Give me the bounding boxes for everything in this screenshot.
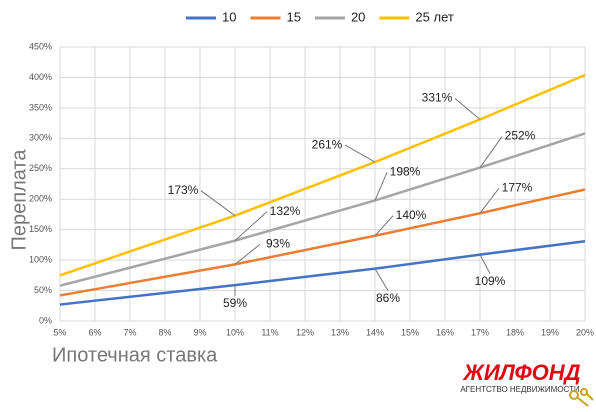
data-label: 252% (505, 129, 536, 143)
data-label: 86% (376, 291, 400, 305)
data-label: 173% (168, 183, 199, 197)
y-tick-label: 150% (29, 224, 52, 234)
x-tick-label: 7% (123, 327, 136, 337)
y-axis-title: Переплата (8, 149, 30, 251)
x-tick-label: 20% (576, 327, 594, 337)
series-line (59, 188, 586, 297)
legend-label: 25 лет (415, 9, 453, 24)
x-tick-label: 18% (506, 327, 524, 337)
leader-line (454, 98, 481, 120)
y-tick-label: 350% (29, 102, 52, 112)
y-tick-label: 450% (29, 41, 52, 51)
y-tick-label: 250% (29, 163, 52, 173)
x-tick-label: 9% (193, 327, 206, 337)
data-label: 140% (396, 208, 427, 222)
logo-name: ЖИЛФОНД (462, 360, 580, 385)
leader-line (374, 268, 389, 291)
x-axis-title: Ипотечная ставка (52, 344, 218, 366)
leader-line (479, 136, 503, 168)
x-tick-label: 19% (541, 327, 559, 337)
y-tick-label: 200% (29, 194, 52, 204)
x-tick-label: 8% (158, 327, 171, 337)
x-tick-label: 17% (471, 327, 489, 337)
logo-keys (569, 388, 594, 407)
y-tick-label: 50% (34, 285, 52, 295)
x-tick-label: 11% (261, 327, 278, 337)
data-label: 93% (266, 237, 290, 251)
x-tick-label: 5% (53, 327, 66, 337)
x-tick-label: 10% (226, 327, 244, 337)
y-tick-label: 100% (29, 254, 52, 264)
data-label: 177% (502, 180, 533, 194)
leader-line (344, 144, 376, 163)
data-label: 132% (270, 204, 301, 218)
leader-line (374, 172, 388, 201)
leader-line (479, 254, 491, 274)
data-label: 198% (390, 165, 421, 179)
data-label: 59% (223, 296, 247, 310)
legend-label: 10 (222, 9, 236, 24)
y-tick-label: 300% (29, 133, 52, 143)
data-label: 109% (475, 274, 506, 288)
data-label: 331% (422, 91, 453, 105)
x-tick-label: 15% (401, 327, 419, 337)
legend-label: 15 (286, 9, 300, 24)
x-tick-label: 6% (88, 327, 101, 337)
leader-line (374, 215, 394, 237)
x-tick-label: 14% (366, 327, 384, 337)
leader-line (200, 190, 236, 217)
x-tick-label: 12% (296, 327, 314, 337)
logo-tagline: АГЕНТСТВО НЕДВИЖИМОСТИ (460, 385, 580, 394)
legend-label: 20 (351, 9, 365, 24)
y-tick-label: 0% (39, 315, 52, 325)
x-tick-label: 13% (331, 327, 349, 337)
leader-line (234, 211, 268, 241)
leader-line (479, 187, 500, 214)
x-tick-label: 16% (436, 327, 454, 337)
data-label: 261% (312, 137, 343, 151)
leader-line (234, 243, 261, 265)
y-tick-label: 400% (29, 72, 52, 82)
